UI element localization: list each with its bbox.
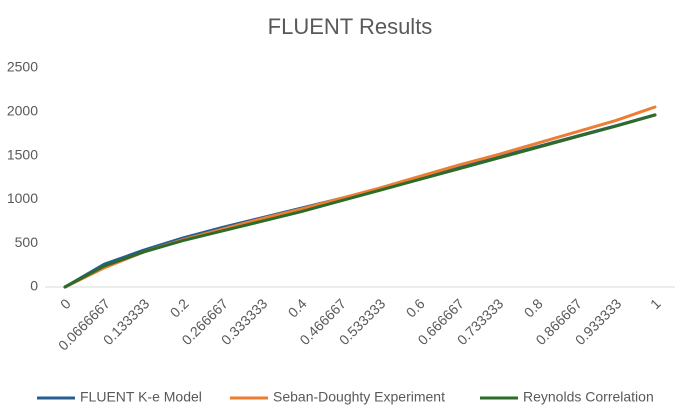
x-tick-label: 0.6 — [403, 295, 428, 320]
x-tick-label: 0.8 — [521, 295, 546, 320]
chart-title: FLUENT Results — [268, 14, 433, 39]
x-tick-label: 0.4 — [285, 295, 310, 320]
legend-label: FLUENT K-e Model — [80, 389, 202, 405]
y-tick-label: 1000 — [7, 190, 38, 206]
y-tick-label: 2000 — [7, 103, 38, 119]
y-tick-label: 2500 — [7, 59, 38, 75]
series-line — [63, 113, 657, 289]
y-tick-label: 0 — [30, 278, 38, 294]
y-tick-label: 500 — [15, 234, 39, 250]
y-tick-label: 1500 — [7, 146, 38, 162]
legend-label: Seban-Doughty Experiment — [273, 389, 445, 405]
legend-label: Reynolds Correlation — [523, 389, 654, 405]
x-tick-label: 1 — [647, 295, 664, 312]
x-tick-label: 0 — [57, 295, 74, 312]
x-tick-label: 0.2 — [167, 295, 192, 320]
